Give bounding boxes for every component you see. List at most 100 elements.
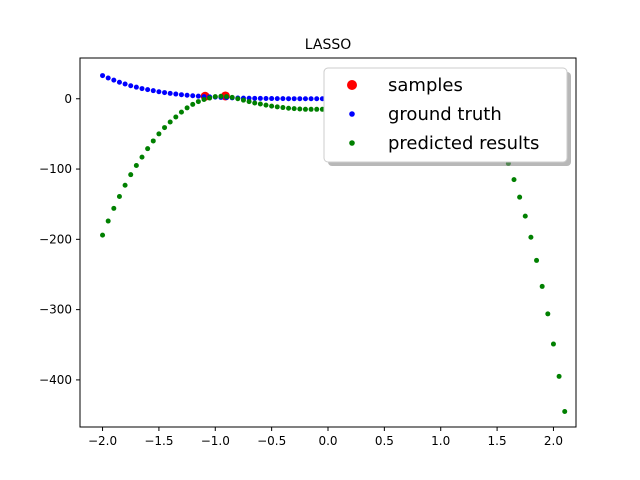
- point-ground-truth-0: [100, 73, 106, 79]
- x-tick-label: 0.0: [318, 434, 337, 448]
- point-ground-truth-35: [297, 96, 303, 102]
- x-tick-label: 2.0: [544, 434, 563, 448]
- point-predicted-results-14: [178, 109, 184, 115]
- point-predicted-results-48: [545, 311, 551, 317]
- point-ground-truth-7: [139, 86, 145, 92]
- point-ground-truth-9: [150, 88, 156, 94]
- point-predicted-results-42: [511, 177, 517, 183]
- point-predicted-results-10: [156, 131, 162, 137]
- y-tick-label: 0: [64, 92, 72, 106]
- point-predicted-results-2: [111, 205, 117, 211]
- point-predicted-results-38: [314, 106, 320, 112]
- point-ground-truth-14: [178, 92, 184, 98]
- point-ground-truth-8: [145, 87, 151, 93]
- x-tick-label: −1.5: [144, 434, 173, 448]
- point-ground-truth-3: [116, 79, 122, 85]
- point-ground-truth-6: [133, 84, 139, 90]
- point-ground-truth-11: [162, 90, 168, 96]
- legend-marker-predicted-results: [349, 140, 355, 146]
- point-predicted-results-47: [539, 283, 545, 289]
- point-ground-truth-10: [156, 89, 162, 95]
- point-predicted-results-7: [139, 154, 145, 160]
- point-predicted-results-19: [207, 95, 213, 101]
- point-ground-truth-38: [314, 96, 320, 102]
- point-predicted-results-27: [252, 100, 258, 106]
- point-predicted-results-23: [229, 94, 235, 100]
- point-ground-truth-33: [286, 96, 292, 102]
- point-ground-truth-12: [167, 90, 173, 96]
- point-ground-truth-4: [122, 81, 128, 87]
- point-predicted-results-15: [184, 105, 190, 111]
- point-predicted-results-3: [116, 193, 122, 199]
- point-ground-truth-32: [280, 96, 286, 102]
- legend: samples ground truth predicted results: [323, 67, 571, 166]
- x-tick-label: 1.0: [431, 434, 450, 448]
- point-ground-truth-28: [257, 95, 263, 101]
- point-ground-truth-30: [269, 96, 275, 102]
- point-ground-truth-31: [274, 96, 280, 102]
- legend-label-samples: samples: [388, 75, 463, 96]
- point-ground-truth-37: [308, 96, 314, 102]
- point-predicted-results-26: [246, 99, 252, 105]
- point-predicted-results-29: [263, 102, 269, 108]
- point-predicted-results-25: [240, 97, 246, 103]
- point-predicted-results-34: [291, 106, 297, 112]
- point-predicted-results-45: [528, 234, 534, 240]
- x-tick-label: −0.5: [257, 434, 286, 448]
- point-predicted-results-31: [274, 104, 280, 110]
- point-predicted-results-9: [150, 138, 156, 144]
- point-predicted-results-13: [173, 114, 179, 120]
- point-predicted-results-30: [269, 103, 275, 109]
- x-tick-label: 1.5: [488, 434, 507, 448]
- point-predicted-results-35: [297, 106, 303, 112]
- legend-marker-samples: [347, 80, 357, 90]
- point-predicted-results-4: [122, 182, 128, 188]
- legend-marker-ground-truth: [349, 111, 355, 117]
- x-tick-label: −1.0: [201, 434, 230, 448]
- legend-label-ground-truth: ground truth: [388, 104, 502, 125]
- point-predicted-results-50: [556, 373, 562, 379]
- point-predicted-results-16: [190, 101, 196, 107]
- point-predicted-results-21: [218, 93, 224, 99]
- point-predicted-results-32: [280, 105, 286, 111]
- y-tick-label: −200: [39, 232, 72, 246]
- point-ground-truth-34: [291, 96, 297, 102]
- point-ground-truth-15: [184, 92, 190, 98]
- point-predicted-results-28: [257, 101, 263, 107]
- point-predicted-results-49: [550, 341, 556, 347]
- legend-label-predicted-results: predicted results: [388, 133, 539, 154]
- point-predicted-results-1: [105, 218, 111, 224]
- point-ground-truth-5: [128, 83, 134, 89]
- axes: −2.0 −1.5 −1.0 −0.5 0.0 0.5 1.0 1.5 2.0 0 −100 −200…: [39, 57, 577, 448]
- point-ground-truth-2: [111, 77, 117, 83]
- point-predicted-results-51: [562, 409, 568, 415]
- point-ground-truth-27: [252, 95, 258, 101]
- point-ground-truth-1: [105, 75, 111, 81]
- y-tick-label: −400: [39, 373, 72, 387]
- point-predicted-results-46: [534, 257, 540, 263]
- point-ground-truth-16: [190, 93, 196, 99]
- point-predicted-results-8: [145, 146, 151, 152]
- point-ground-truth-13: [173, 91, 179, 97]
- point-predicted-results-20: [212, 94, 218, 100]
- point-ground-truth-17: [195, 93, 201, 99]
- point-predicted-results-11: [162, 125, 168, 131]
- point-predicted-results-33: [286, 105, 292, 111]
- point-predicted-results-5: [128, 172, 134, 178]
- point-predicted-results-17: [195, 99, 201, 105]
- point-predicted-results-12: [167, 119, 173, 125]
- point-ground-truth-29: [263, 95, 269, 101]
- point-predicted-results-37: [308, 106, 314, 112]
- x-tick-label: 0.5: [375, 434, 394, 448]
- point-predicted-results-24: [235, 96, 241, 102]
- chart-title: LASSO: [305, 37, 352, 53]
- point-predicted-results-36: [302, 106, 308, 112]
- legend-box: [323, 67, 568, 163]
- point-predicted-results-18: [201, 96, 207, 102]
- point-predicted-results-22: [224, 94, 230, 100]
- point-predicted-results-6: [133, 163, 139, 169]
- y-tick-label: −300: [39, 303, 72, 317]
- y-tick-label: −100: [39, 162, 72, 176]
- x-tick-label: −2.0: [88, 434, 117, 448]
- point-predicted-results-0: [100, 232, 106, 238]
